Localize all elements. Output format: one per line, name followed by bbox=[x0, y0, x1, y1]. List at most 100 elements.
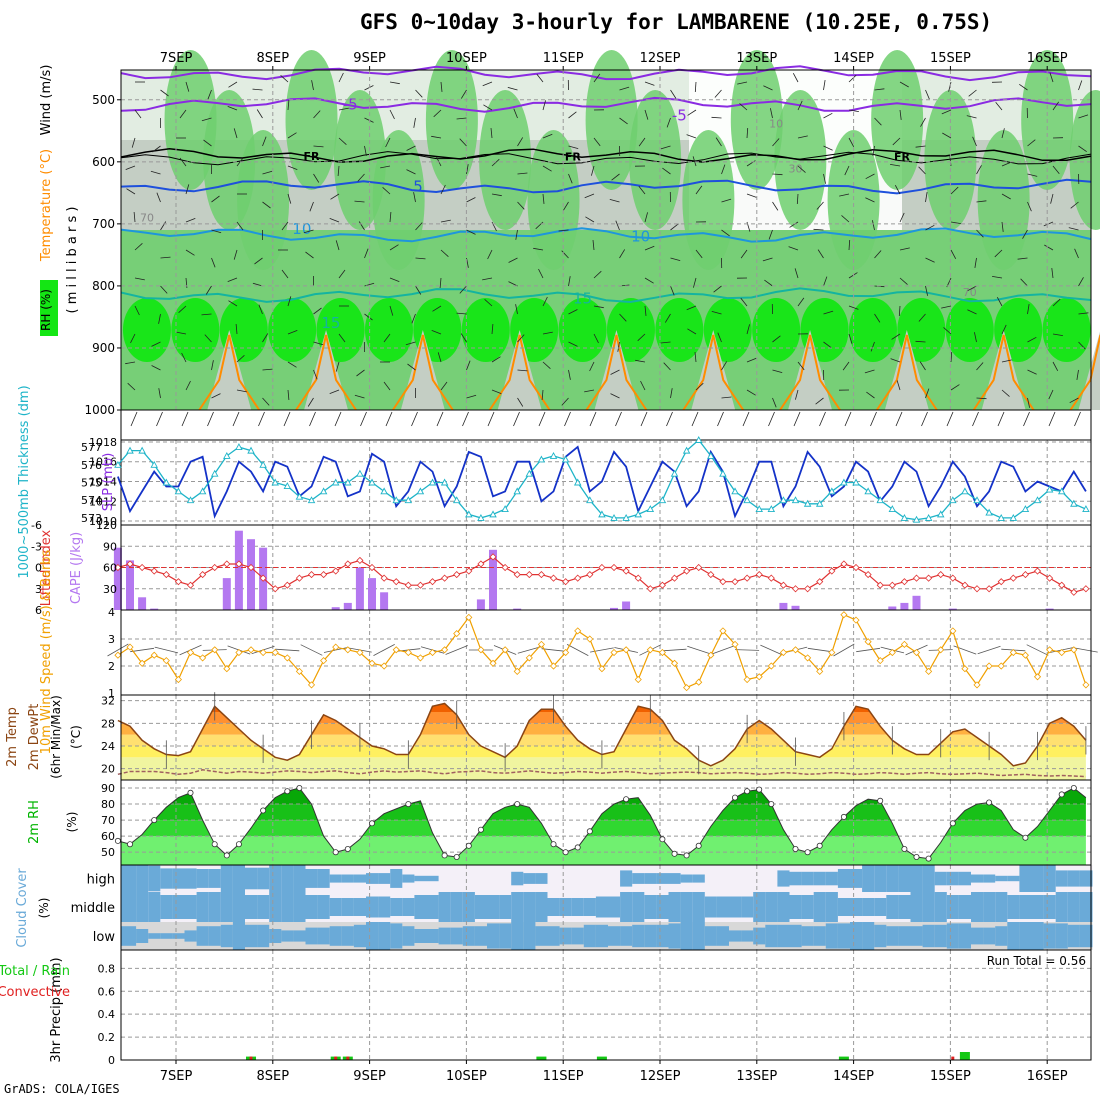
wind-barb bbox=[1068, 227, 1079, 231]
cloud-cell bbox=[971, 874, 984, 883]
thickness-point bbox=[1082, 505, 1090, 513]
cloud-cell bbox=[547, 926, 561, 946]
wind-axis-label-10m: 10m Wind Speed (m/s) & Barbs bbox=[39, 549, 54, 754]
precip-tick-label: 0.8 bbox=[98, 962, 116, 975]
wind-speed-point bbox=[1058, 648, 1066, 657]
wind-speed-point bbox=[1009, 648, 1017, 657]
wind-barb bbox=[823, 80, 826, 91]
wind-barb bbox=[721, 198, 732, 203]
top-date-label: 10SEP bbox=[446, 51, 487, 66]
wind-barb bbox=[644, 212, 648, 223]
wind-barb bbox=[950, 249, 957, 259]
thickness-point bbox=[791, 496, 800, 504]
thickness-point bbox=[1009, 513, 1018, 521]
cloud-cell bbox=[704, 926, 718, 946]
wind-barb bbox=[711, 311, 722, 315]
wind-barb bbox=[943, 327, 952, 335]
cloud-cell bbox=[910, 892, 924, 922]
rh-tick-label: 70 bbox=[101, 814, 115, 827]
wind-speed-point bbox=[707, 651, 715, 659]
wind-strip-background bbox=[121, 410, 1091, 440]
wind-barb bbox=[638, 137, 646, 147]
wind-barb bbox=[389, 109, 395, 120]
wind-barb-10m bbox=[856, 647, 881, 653]
cloud-cell bbox=[571, 927, 585, 945]
cloud-cell bbox=[172, 933, 185, 939]
cloud-cell bbox=[426, 929, 440, 943]
wind-barb bbox=[1019, 83, 1028, 91]
wind-speed-point bbox=[840, 611, 848, 619]
wind-barb bbox=[1070, 201, 1079, 209]
wind-barb bbox=[160, 89, 169, 97]
rh-point bbox=[296, 785, 303, 792]
wind-barb bbox=[150, 170, 161, 175]
wind-barb bbox=[1050, 193, 1054, 204]
lifted-index-point bbox=[961, 581, 969, 589]
rh-point bbox=[211, 841, 218, 848]
wind-barb bbox=[996, 297, 1003, 307]
cape-bar bbox=[113, 547, 122, 610]
rh-surface-dry-peak bbox=[884, 330, 929, 410]
wind-barb bbox=[1074, 411, 1081, 427]
cloud-cell-bg bbox=[753, 865, 766, 892]
wind-speed-point bbox=[186, 648, 195, 657]
wind-barb bbox=[721, 164, 726, 175]
wind-barb bbox=[338, 137, 347, 145]
wind-barb bbox=[201, 117, 212, 122]
wind-barb bbox=[874, 313, 881, 323]
lifted-index-point bbox=[174, 578, 182, 586]
lifted-index-point bbox=[707, 571, 715, 579]
top-date-label: 12SEP bbox=[640, 51, 681, 66]
cloud-cell bbox=[825, 892, 839, 922]
wind-barb bbox=[870, 341, 875, 352]
wind-barb bbox=[160, 285, 168, 294]
wind-barb bbox=[329, 218, 340, 223]
wind-speed-point bbox=[223, 665, 231, 673]
wind-barb bbox=[431, 135, 442, 139]
thickness-point bbox=[598, 510, 606, 518]
rh-bright-cell bbox=[558, 298, 607, 362]
wind-barb bbox=[687, 109, 697, 116]
wind-barb bbox=[660, 145, 671, 150]
wind-barb bbox=[772, 397, 777, 408]
wind-barb bbox=[487, 249, 493, 260]
wind-barb bbox=[721, 229, 730, 237]
wind-barb bbox=[1078, 312, 1089, 315]
wind-barb bbox=[160, 256, 171, 259]
cloud-cell bbox=[571, 898, 585, 916]
wind-barb bbox=[925, 192, 928, 203]
thickness-point bbox=[235, 443, 243, 451]
wind-barb bbox=[134, 277, 145, 281]
wind-barb bbox=[338, 333, 346, 343]
wind-barb bbox=[1048, 389, 1054, 400]
cape-bar bbox=[900, 602, 909, 610]
cloud-cell bbox=[402, 926, 415, 946]
wind-barb bbox=[358, 221, 365, 231]
wind-barb bbox=[307, 397, 314, 407]
pressure-tick-label: 900 bbox=[92, 341, 115, 355]
wind-barb bbox=[874, 117, 882, 126]
wind-barb bbox=[491, 389, 502, 394]
cape-bar bbox=[150, 608, 159, 610]
rh-bright-cell bbox=[1042, 298, 1091, 362]
wind-barb bbox=[925, 285, 928, 296]
wind-barb bbox=[233, 128, 238, 139]
wind-speed-point bbox=[1033, 673, 1042, 681]
cloud-cell bbox=[1043, 895, 1057, 919]
wind-barb bbox=[329, 389, 340, 394]
precip-convective-bar bbox=[334, 1056, 338, 1060]
cloud-cell bbox=[632, 924, 645, 948]
precip-tick-label: 0.2 bbox=[98, 1031, 116, 1044]
cloud-cell bbox=[148, 865, 161, 892]
wind-barb bbox=[823, 341, 832, 349]
wind-barb bbox=[695, 382, 704, 391]
wind-barb-10m bbox=[1026, 644, 1049, 656]
wind-barb bbox=[280, 75, 289, 83]
thickness-point bbox=[525, 469, 534, 477]
cape-bar bbox=[489, 549, 497, 610]
isotherm-line bbox=[120, 147, 1092, 163]
cloud-cell bbox=[535, 873, 548, 884]
wind-barb bbox=[415, 89, 423, 98]
wind-barb bbox=[670, 285, 675, 296]
lifted-index-point bbox=[791, 585, 800, 593]
